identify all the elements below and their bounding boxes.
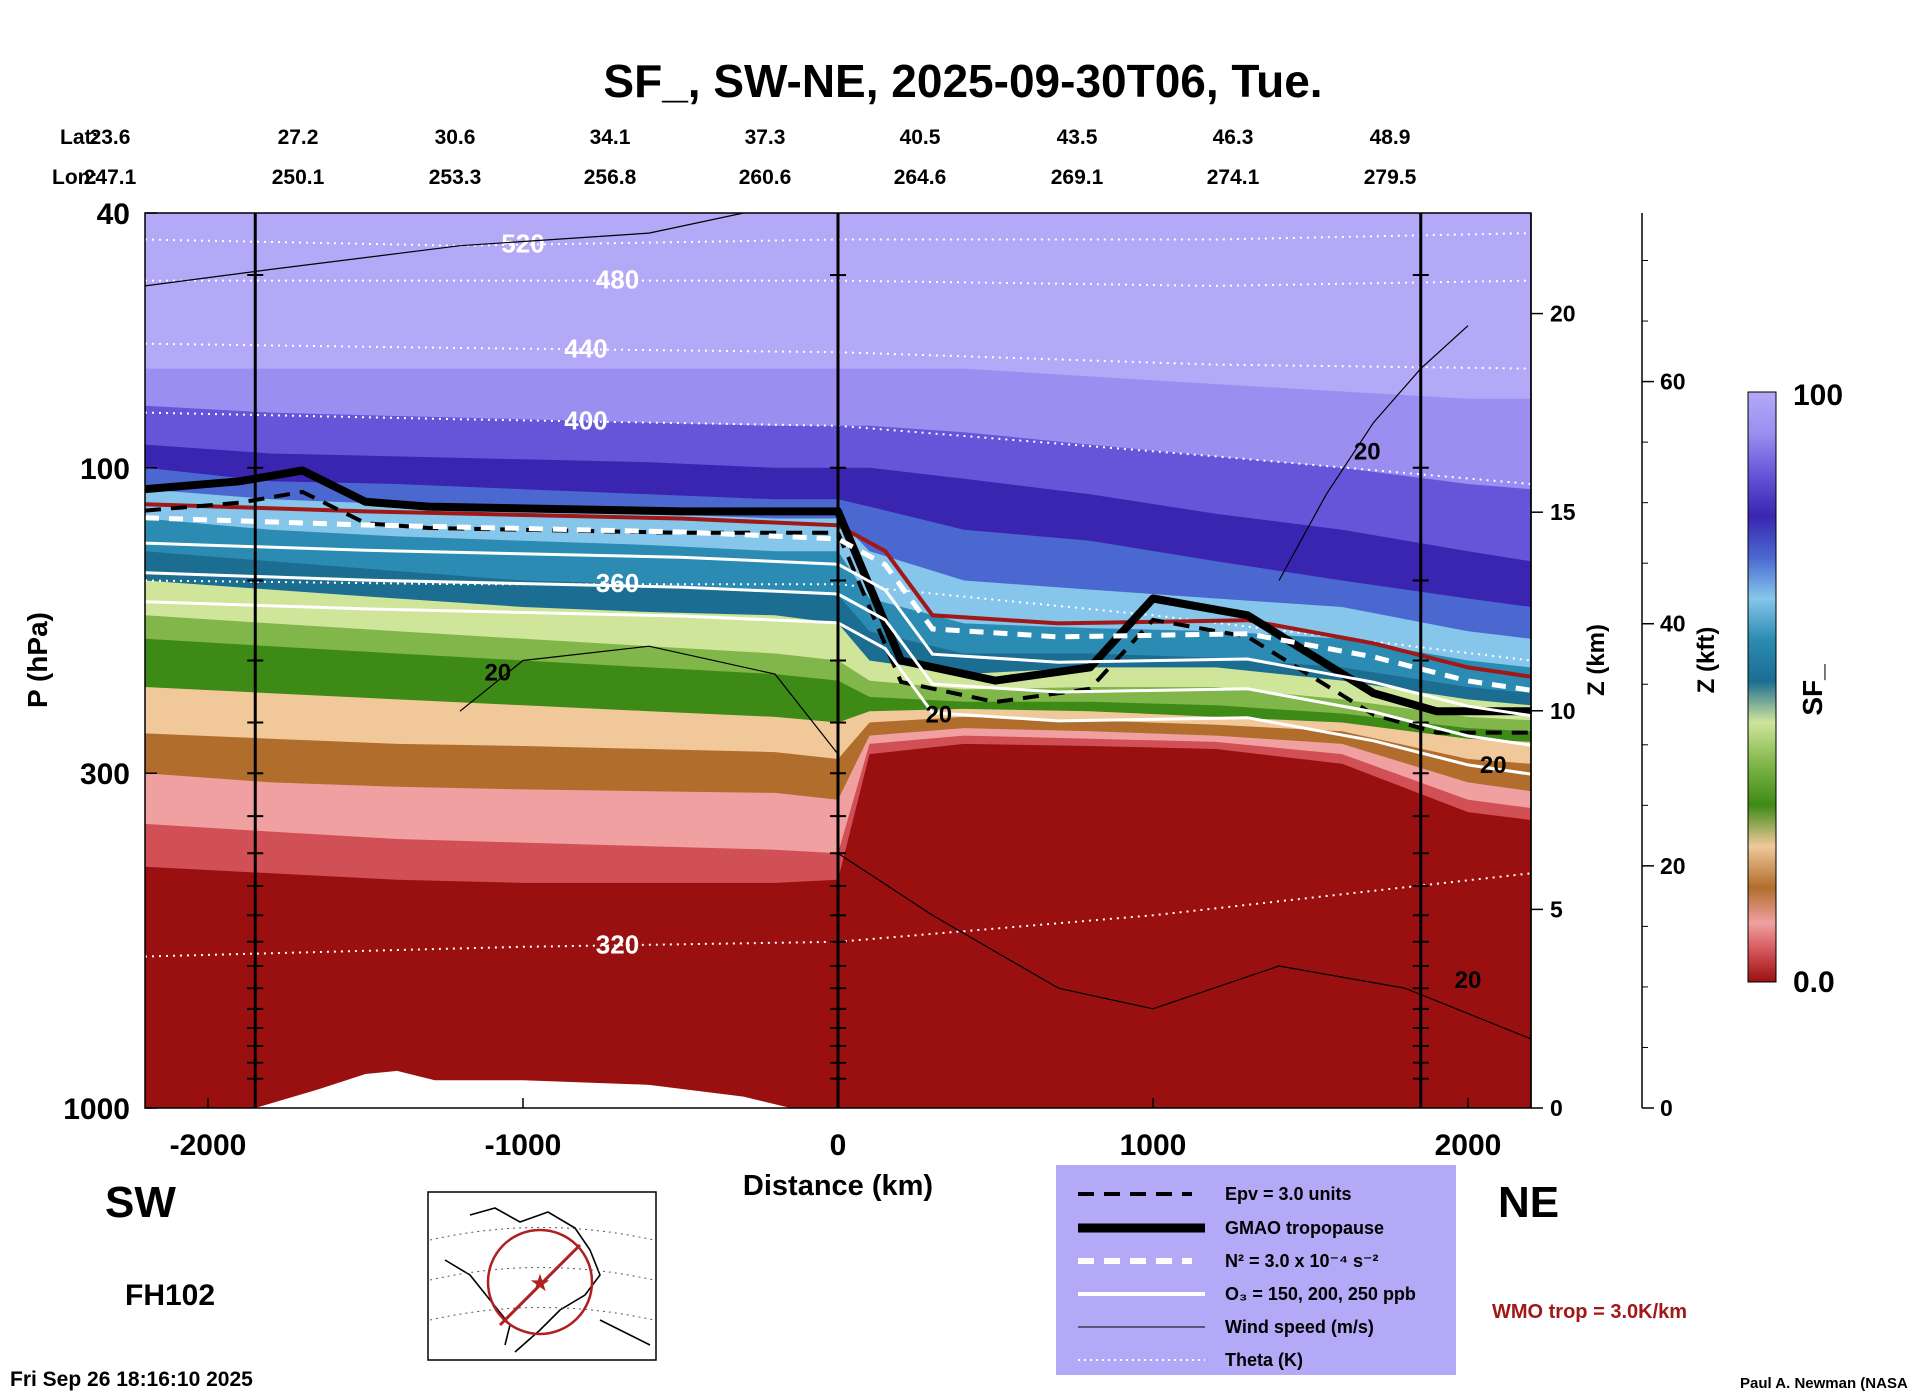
inset-map-section-line (498, 1243, 582, 1327)
wind-speed-contour (837, 852, 1531, 1040)
wind-speed-label: 20 (484, 660, 511, 687)
plot-area: 520 480 440 400 360 320 20 20 20 20 20 (144, 212, 1532, 1109)
z-km-tick-label: 0 (1550, 1095, 1563, 1121)
legend-label-theta: Theta (K) (1225, 1350, 1303, 1370)
z-km-tick-label: 15 (1550, 499, 1576, 525)
y-tick-label: 40 (97, 198, 130, 231)
legend-label-wind: Wind speed (m/s) (1225, 1317, 1374, 1337)
colorbar-ramp (1747, 391, 1777, 983)
x-tick-label: 2000 (1435, 1129, 1502, 1162)
wind-speed-label: 20 (1480, 752, 1507, 779)
inset-map-star-icon: ★ (529, 1270, 551, 1297)
wind-speed-contour (459, 645, 839, 755)
x-axis: -2000 -1000 0 1000 2000 (170, 1098, 1502, 1162)
timestamp: Fri Sep 26 18:16:10 2025 (10, 1368, 253, 1391)
z-kft-axis-title: Z (kft) (1693, 627, 1720, 694)
theta-label: 360 (596, 568, 639, 598)
credit: Paul A. Newman (NASA (1740, 1375, 1908, 1392)
wind-speed-contour (1278, 325, 1469, 581)
x-tick-label: 0 (830, 1129, 847, 1162)
x-tick-label: -1000 (485, 1129, 562, 1162)
lat-label: Lat: (60, 126, 99, 149)
o3-contour (145, 600, 1531, 776)
z-kft-tick-label: 0 (1660, 1095, 1673, 1121)
z-kft-tick-label: 40 (1660, 611, 1686, 637)
lat-value: 48.9 (1370, 126, 1411, 149)
contour-overlays: 520 480 440 400 360 320 20 20 20 20 20 (145, 213, 1531, 1108)
legend-box (1056, 1165, 1456, 1375)
colorbar-min: 0.0 (1793, 966, 1835, 999)
direction-ne: NE (1498, 1178, 1559, 1227)
lat-value: 40.5 (900, 126, 941, 149)
n2-line (145, 515, 1531, 693)
gmao-tropopause-line (145, 466, 1531, 716)
legend-label-n2: N² = 3.0 x 10⁻⁴ s⁻² (1225, 1251, 1378, 1271)
lon-value: 264.6 (894, 166, 947, 189)
legend: Epv = 3.0 units GMAO tropopause N² = 3.0… (1056, 1165, 1456, 1375)
z-km-tick-label: 5 (1550, 896, 1563, 922)
y-tick-label: 1000 (63, 1093, 130, 1126)
wmo-note: WMO trop = 3.0K/km (1492, 1301, 1687, 1323)
theta-label: 320 (596, 929, 639, 959)
lat-value: 43.5 (1057, 126, 1098, 149)
lat-value: 27.2 (278, 126, 319, 149)
inset-map-range-circle (486, 1228, 594, 1336)
wind-speed-label: 20 (1455, 967, 1482, 994)
epv-line (145, 489, 1531, 735)
z-kft-tick-label: 60 (1660, 369, 1686, 395)
lon-value: 269.1 (1051, 166, 1104, 189)
x-tick-label: 1000 (1120, 1129, 1187, 1162)
lat-value: 23.6 (90, 126, 131, 149)
y-axis-z-kft: 0 20 40 60 (1641, 213, 1686, 1121)
direction-sw: SW (105, 1178, 176, 1227)
inset-map-frame (427, 1191, 657, 1361)
lon-value: 279.5 (1364, 166, 1417, 189)
theta-label: 480 (596, 265, 639, 295)
lon-value: 256.8 (584, 166, 637, 189)
lon-value: 253.3 (429, 166, 482, 189)
inset-map: ★ (427, 1191, 657, 1361)
theta-label: 440 (564, 333, 607, 363)
o3-contour (145, 571, 1531, 747)
wind-speed-label: 20 (1354, 438, 1381, 465)
legend-label-gmao-tropopause: GMAO tropopause (1225, 1218, 1384, 1238)
lon-label: Lon: (52, 166, 97, 189)
theta-label: 520 (501, 229, 544, 259)
forecast-hour: FH102 (125, 1279, 215, 1312)
y-tick-label: 100 (80, 453, 130, 486)
wind-speed-contour (145, 213, 744, 287)
x-axis-title: Distance (km) (743, 1170, 933, 1202)
colorbar: 100 0.0 SF_ (1747, 379, 1843, 999)
z-km-tick-label: 10 (1550, 698, 1576, 724)
chart-title: SF_, SW-NE, 2025-09-30T06, Tue. (603, 55, 1322, 107)
z-km-axis-title: Z (km) (1583, 624, 1610, 696)
y-axis-z-km: 0 5 10 15 20 (1530, 213, 1576, 1121)
lat-value: 46.3 (1213, 126, 1254, 149)
lat-value: 37.3 (745, 126, 786, 149)
colorbar-max: 100 (1793, 379, 1843, 412)
lat-value: 30.6 (435, 126, 476, 149)
legend-label-epv: Epv = 3.0 units (1225, 1184, 1352, 1204)
y-axis-pressure: 40 100 300 1000 (63, 198, 157, 1126)
x-tick-label: -2000 (170, 1129, 247, 1162)
wmo-tropopause-line (145, 502, 1531, 679)
z-km-tick-label: 20 (1550, 301, 1576, 327)
lat-value: 34.1 (590, 126, 631, 149)
lon-value: 274.1 (1207, 166, 1260, 189)
o3-contour (145, 541, 1531, 718)
z-kft-tick-label: 20 (1660, 853, 1686, 879)
y-tick-label: 300 (80, 758, 130, 791)
lon-value: 260.6 (739, 166, 792, 189)
lat-lon-labels: 23.6 27.2 30.6 34.1 37.3 40.5 43.5 46.3 48.9 247.… (84, 126, 1417, 189)
legend-label-o3: O₃ = 150, 200, 250 ppb (1225, 1284, 1416, 1304)
lon-value: 250.1 (272, 166, 325, 189)
theta-label: 400 (564, 405, 607, 435)
lon-value: 247.1 (84, 166, 137, 189)
wind-speed-label: 20 (925, 702, 952, 729)
terrain-mask (255, 1070, 791, 1108)
y-axis-title: P (hPa) (22, 612, 53, 708)
colorbar-title: SF_ (1797, 664, 1828, 716)
